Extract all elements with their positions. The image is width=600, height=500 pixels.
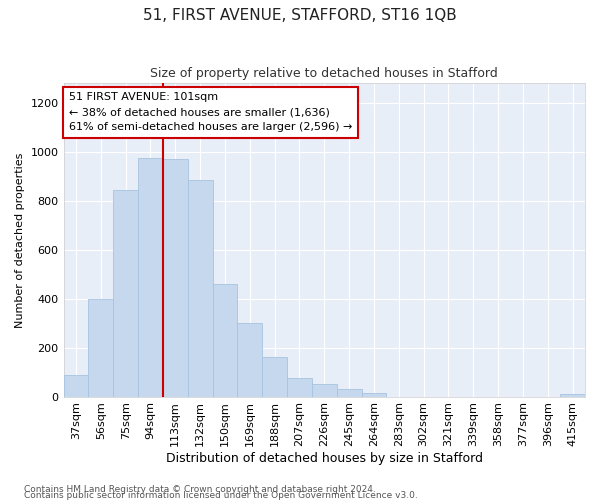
Title: Size of property relative to detached houses in Stafford: Size of property relative to detached ho… xyxy=(151,68,498,80)
X-axis label: Distribution of detached houses by size in Stafford: Distribution of detached houses by size … xyxy=(166,452,483,465)
Bar xyxy=(238,323,262,396)
Bar xyxy=(113,190,138,396)
Bar xyxy=(362,393,386,396)
Bar xyxy=(188,180,212,396)
Bar xyxy=(212,284,238,397)
Bar xyxy=(287,378,312,396)
Y-axis label: Number of detached properties: Number of detached properties xyxy=(15,152,25,328)
Bar xyxy=(337,389,362,396)
Text: 51 FIRST AVENUE: 101sqm
← 38% of detached houses are smaller (1,636)
61% of semi: 51 FIRST AVENUE: 101sqm ← 38% of detache… xyxy=(69,92,352,132)
Text: Contains public sector information licensed under the Open Government Licence v3: Contains public sector information licen… xyxy=(24,492,418,500)
Text: 51, FIRST AVENUE, STAFFORD, ST16 1QB: 51, FIRST AVENUE, STAFFORD, ST16 1QB xyxy=(143,8,457,22)
Bar xyxy=(64,374,88,396)
Bar xyxy=(163,159,188,396)
Bar xyxy=(138,158,163,396)
Text: Contains HM Land Registry data © Crown copyright and database right 2024.: Contains HM Land Registry data © Crown c… xyxy=(24,485,376,494)
Bar xyxy=(262,358,287,397)
Bar xyxy=(560,394,585,396)
Bar xyxy=(312,384,337,396)
Bar xyxy=(88,298,113,396)
